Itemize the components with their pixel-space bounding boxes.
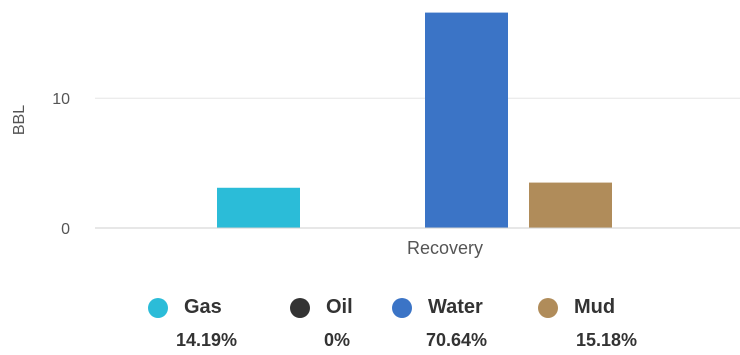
legend-percent: 15.18% bbox=[576, 330, 638, 350]
legend-percent: 14.19% bbox=[176, 330, 238, 350]
legend-label: Gas bbox=[184, 296, 222, 318]
bar-mud[interactable] bbox=[529, 182, 612, 228]
y-axis-ticks: 0 10 bbox=[52, 91, 70, 238]
y-tick-label: 10 bbox=[52, 91, 70, 108]
mud-swatch-icon bbox=[538, 298, 558, 318]
water-swatch-icon bbox=[392, 298, 412, 318]
oil-swatch-icon bbox=[290, 298, 310, 318]
legend-label: Mud bbox=[574, 296, 616, 318]
bars bbox=[217, 12, 612, 228]
x-category-label: Recovery bbox=[407, 238, 483, 258]
legend-percent: 70.64% bbox=[426, 330, 488, 350]
gas-swatch-icon bbox=[148, 298, 168, 318]
y-axis-label: BBL bbox=[11, 105, 28, 135]
bar-gas[interactable] bbox=[217, 187, 300, 228]
bar-chart: 0 10 BBL Recovery bbox=[11, 12, 740, 258]
bar-water[interactable] bbox=[425, 12, 508, 228]
legend: Gas 14.19% Oil 0% Water 70.64% Mud 15.18… bbox=[140, 294, 660, 352]
legend-percent: 0% bbox=[324, 330, 351, 350]
legend-label: Water bbox=[428, 296, 483, 318]
y-tick-label: 0 bbox=[61, 221, 70, 238]
legend-label: Oil bbox=[326, 296, 353, 318]
